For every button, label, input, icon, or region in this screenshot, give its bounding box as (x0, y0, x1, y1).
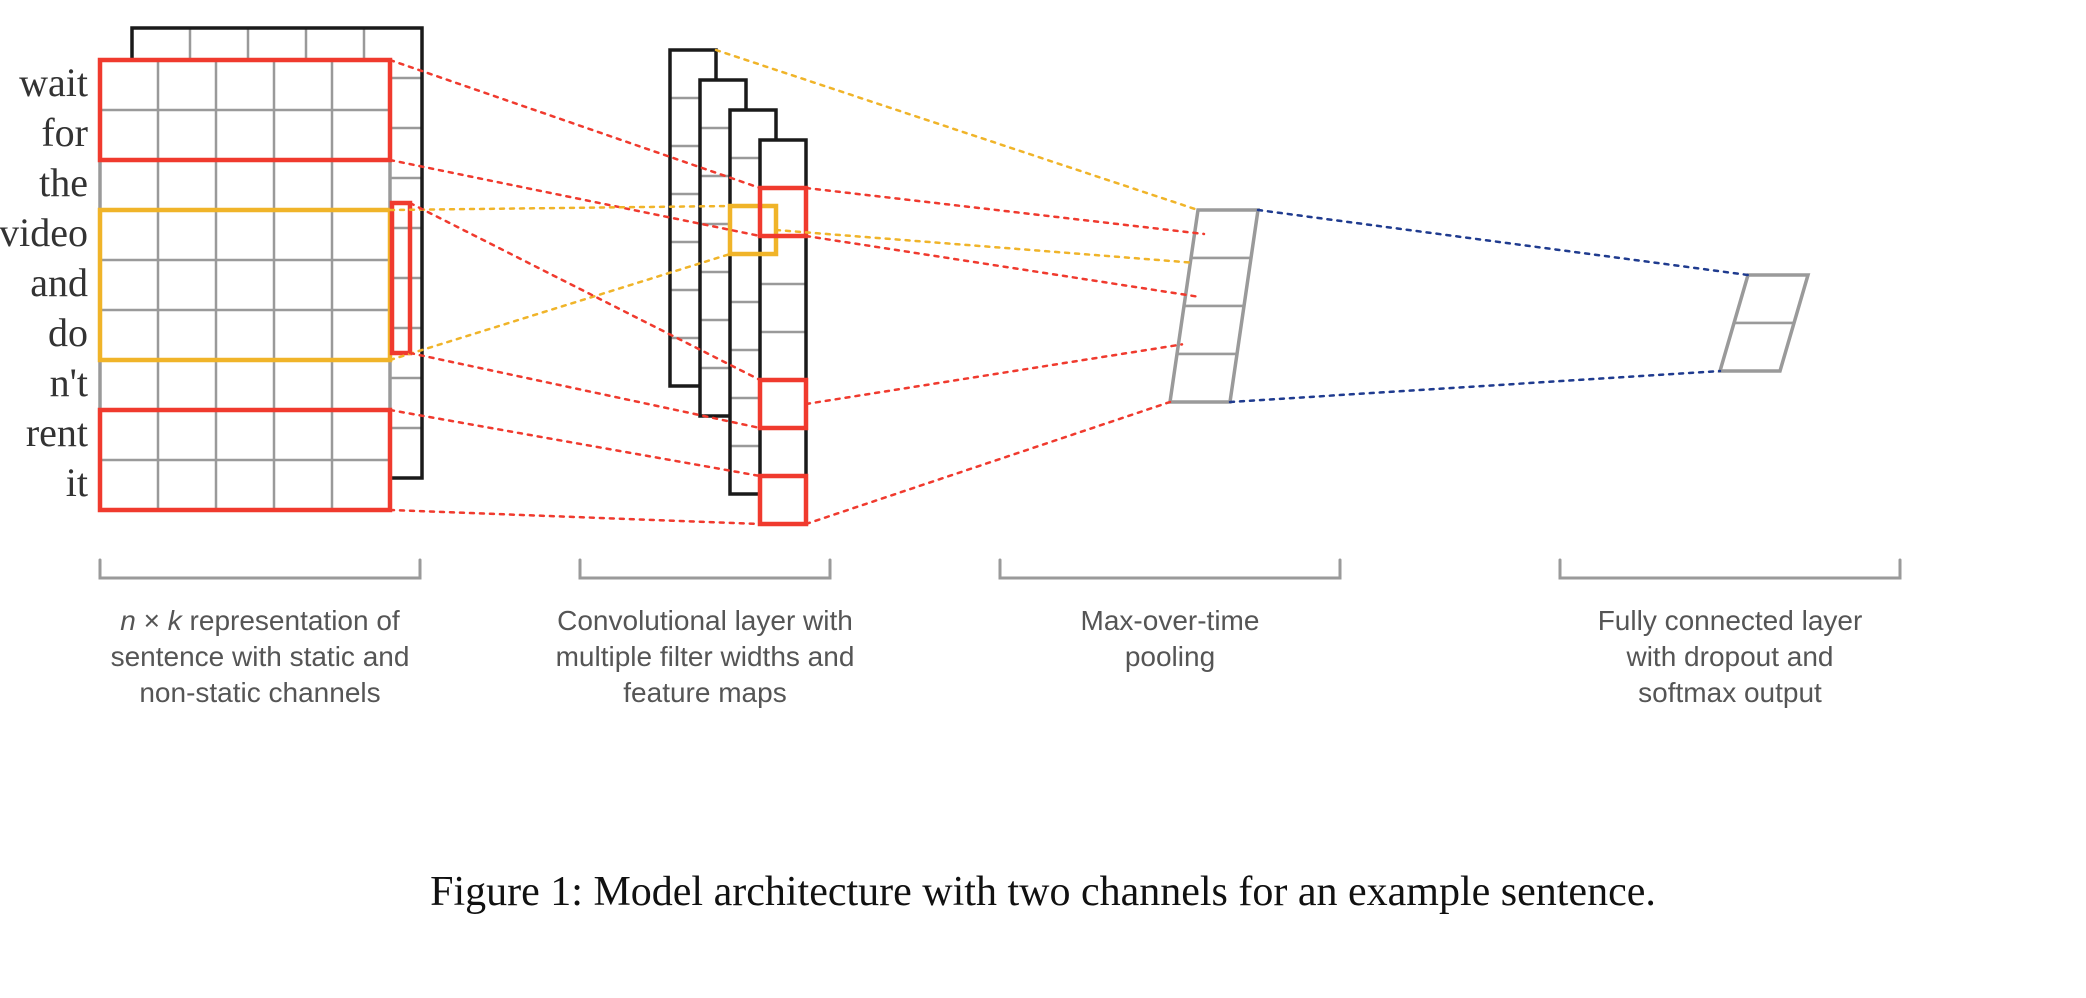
bracket (580, 560, 830, 578)
input-word: wait (19, 60, 88, 105)
bracket (1560, 560, 1900, 578)
figure-caption: Figure 1: Model architecture with two ch… (430, 869, 1656, 915)
connection-line (806, 344, 1182, 404)
connection-line (776, 230, 1194, 263)
connection-line (1258, 210, 1748, 275)
input-word: video (0, 210, 88, 255)
input-word: the (39, 160, 88, 205)
stage-label: multiple filter widths and (556, 641, 855, 672)
input-word: rent (26, 410, 88, 455)
input-word: for (41, 110, 88, 155)
stage-label: softmax output (1638, 677, 1822, 708)
output-vector (1720, 275, 1808, 371)
input-word: do (48, 310, 88, 355)
stage-label: Max-over-time (1081, 605, 1260, 636)
connection-line (390, 410, 760, 476)
input-word: it (66, 460, 88, 505)
architecture-svg: wait for the video and do n't rent it n × k repre… (0, 0, 2086, 998)
stage-label: n × k representation of (120, 605, 400, 636)
stage-label: non-static channels (139, 677, 380, 708)
connection-line (390, 510, 760, 524)
input-word: n't (50, 360, 88, 405)
stage-label: with dropout and (1625, 641, 1833, 672)
pool-vector (1170, 210, 1258, 402)
input-front-grid (100, 60, 390, 510)
figure-container: { "canvas": { "w": 2086, "h": 998, "bg":… (0, 0, 2086, 998)
connection-line (806, 402, 1170, 524)
stage-label: Fully connected layer (1598, 605, 1863, 636)
stage-label: pooling (1125, 641, 1215, 672)
connection-line (806, 236, 1196, 296)
bracket (1000, 560, 1340, 578)
connection-line (1230, 371, 1720, 402)
stage-label: feature maps (623, 677, 786, 708)
input-word: and (30, 260, 88, 305)
stage-label: sentence with static and (111, 641, 410, 672)
connection-line (806, 188, 1204, 234)
bracket (100, 560, 420, 578)
stage-label: Convolutional layer with (557, 605, 853, 636)
feature-map (760, 140, 806, 524)
